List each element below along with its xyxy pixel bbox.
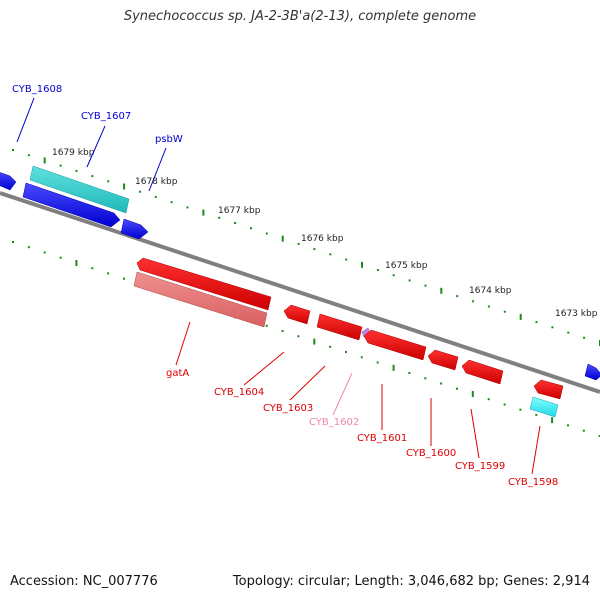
gene-feature-cyb1599[interactable]: [461, 359, 504, 385]
leader-lines: [16, 97, 541, 475]
kbp-label: 1675 kbp: [385, 261, 428, 271]
kbp-label: 1678 kbp: [135, 177, 178, 187]
gene-label-cyb1607[interactable]: CYB_1607: [81, 111, 131, 122]
genome-backbone: [0, 191, 600, 394]
gene-label-cyb1602[interactable]: CYB_1602: [309, 417, 359, 428]
gene-feature-cyb1604[interactable]: [283, 304, 311, 325]
gene-label-cyb1600[interactable]: CYB_1600: [406, 448, 456, 459]
kbp-label: 1676 kbp: [301, 234, 344, 244]
gene-label-cyb1604[interactable]: CYB_1604: [214, 387, 264, 398]
gene-feature-cyb1600[interactable]: [427, 349, 459, 371]
kbp-label: 1679 kbp: [52, 148, 95, 158]
gene-label-gata[interactable]: gatA: [166, 368, 189, 379]
kbp-label: 1673 kbp: [555, 309, 598, 319]
genome-title: Synechococcus sp. JA-2-3B'a(2-13), compl…: [123, 9, 477, 24]
gene-feature-gata[interactable]: [133, 257, 272, 328]
gene-label-cyb1608[interactable]: CYB_1608: [12, 84, 62, 95]
gene-label-cyb1601[interactable]: CYB_1601: [357, 433, 407, 444]
kbp-label: 1674 kbp: [469, 286, 512, 296]
gene-feature-right-edge[interactable]: [584, 363, 600, 381]
gene-feature-psbw[interactable]: [120, 218, 149, 240]
accession-text: Accession: NC_007776: [10, 574, 158, 589]
upper-scale-track: [12, 149, 600, 346]
kbp-label: 1677 kbp: [218, 206, 261, 216]
gene-feature-cyb1598[interactable]: [529, 379, 564, 418]
gene-label-cyb1599[interactable]: CYB_1599: [455, 461, 505, 472]
gene-feature-cyb1603[interactable]: [316, 313, 363, 341]
gene-label-cyb1598[interactable]: CYB_1598: [508, 477, 558, 488]
gene-feature-cyb1601[interactable]: [363, 329, 427, 361]
gene-label-cyb1603[interactable]: CYB_1603: [263, 403, 313, 414]
genome-summary-text: Topology: circular; Length: 3,046,682 bp…: [232, 574, 590, 589]
gene-feature-cyb1607[interactable]: [22, 165, 130, 228]
gene-label-psbw[interactable]: psbW: [155, 134, 183, 145]
gene-feature-cyb1608[interactable]: [0, 171, 17, 191]
